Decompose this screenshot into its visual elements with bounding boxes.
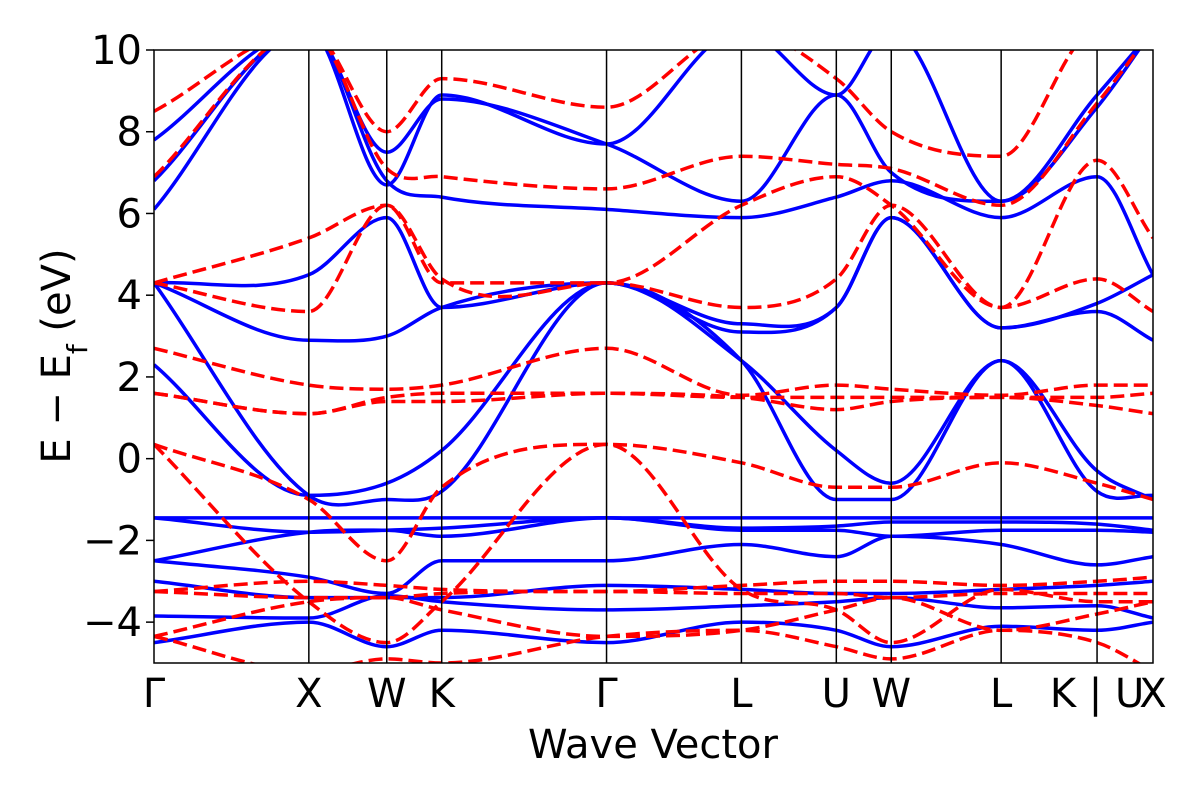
band-solid-12 xyxy=(154,50,1141,203)
band-dashed-22 xyxy=(154,628,1142,663)
band-dashed-26 xyxy=(154,50,1075,159)
band-dashed-16 xyxy=(154,346,1153,398)
y-axis-label-unit: (eV) xyxy=(34,248,80,344)
high-symmetry-lines xyxy=(308,50,1098,663)
y-tick-label-6: 8 xyxy=(117,110,142,156)
x-tick-label-7: W xyxy=(871,671,911,717)
y-axis-ticks: −4 −2 0 2 4 6 8 10 xyxy=(83,28,154,646)
band-solid-9 xyxy=(154,215,1153,343)
x-tick-label-4: Γ xyxy=(595,671,618,717)
band-dashed-15 xyxy=(154,391,1153,416)
band-series-layer xyxy=(154,50,1153,663)
x-tick-label-6: U xyxy=(822,671,851,717)
y-tick-label-7: 10 xyxy=(91,28,142,74)
x-tick-label-5: L xyxy=(730,671,753,717)
x-tick-label-9: K | U xyxy=(1050,671,1144,717)
y-axis-label-subscript: f xyxy=(61,343,94,354)
y-tick-label-3: 2 xyxy=(117,355,142,401)
y-tick-label-1: −2 xyxy=(83,518,142,564)
x-tick-label-1: X xyxy=(295,671,322,717)
x-axis-label: Wave Vector xyxy=(528,722,779,768)
band-solid-7 xyxy=(154,281,1153,502)
band-solid-5 xyxy=(154,593,1153,620)
y-tick-label-2: 0 xyxy=(117,437,142,483)
x-tick-label-8: L xyxy=(990,671,1013,717)
band-dashed-20 xyxy=(154,589,1153,600)
x-tick-label-2: W xyxy=(367,671,407,717)
band-solid-13 xyxy=(154,50,1138,203)
x-tick-label-10: X xyxy=(1139,671,1166,717)
x-tick-label-0: Γ xyxy=(143,671,166,717)
y-axis-label: E − Ef (eV) xyxy=(34,248,94,463)
y-axis-label-main: E − E xyxy=(34,354,80,464)
y-tick-label-4: 4 xyxy=(117,273,142,319)
x-tick-label-3: K xyxy=(429,671,457,717)
band-solid-2 xyxy=(154,516,1153,563)
y-tick-label-0: −4 xyxy=(83,600,142,646)
plot-frame xyxy=(153,49,1154,664)
y-tick-label-5: 6 xyxy=(117,191,142,237)
band-dashed-17 xyxy=(154,442,1153,563)
band-solid-3 xyxy=(154,534,1153,596)
band-solid-6 xyxy=(154,620,1153,649)
band-solid-11 xyxy=(154,50,1153,276)
band-dashed-25 xyxy=(154,50,1140,208)
band-dashed-19 xyxy=(154,575,1153,594)
band-dashed-24 xyxy=(154,158,1153,310)
band-solid-8 xyxy=(154,281,1153,507)
